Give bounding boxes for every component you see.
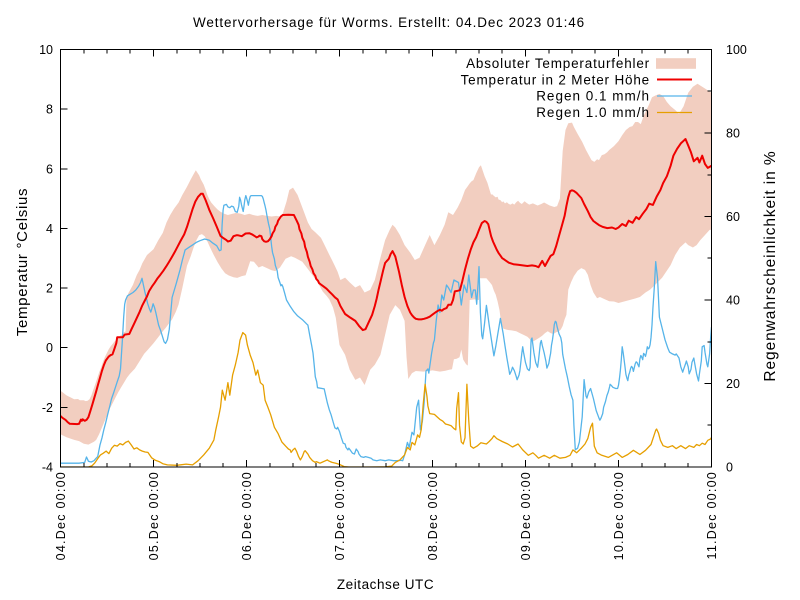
svg-text:Regenwahrscheinlichkeit in %: Regenwahrscheinlichkeit in % <box>762 150 779 381</box>
svg-text:60: 60 <box>726 210 740 224</box>
svg-text:Temperatur °Celsius: Temperatur °Celsius <box>14 188 31 337</box>
svg-text:05.Dec 00:00: 05.Dec 00:00 <box>147 471 161 560</box>
svg-text:6: 6 <box>46 162 53 176</box>
svg-text:04.Dec 00:00: 04.Dec 00:00 <box>54 471 68 560</box>
svg-text:8: 8 <box>46 103 53 117</box>
svg-text:10.Dec 00:00: 10.Dec 00:00 <box>612 471 626 560</box>
svg-text:06.Dec 00:00: 06.Dec 00:00 <box>240 471 254 560</box>
svg-text:-2: -2 <box>42 401 53 415</box>
svg-text:40: 40 <box>726 294 740 308</box>
svg-text:2: 2 <box>46 282 53 296</box>
svg-text:07.Dec 00:00: 07.Dec 00:00 <box>333 471 347 560</box>
svg-text:Wettervorhersage für Worms. Er: Wettervorhersage für Worms. Erstellt: 04… <box>193 15 585 30</box>
svg-text:Temperatur in 2 Meter Höhe: Temperatur in 2 Meter Höhe <box>461 72 650 87</box>
svg-text:0: 0 <box>46 341 53 355</box>
svg-text:Zeitachse UTC: Zeitachse UTC <box>337 577 434 592</box>
svg-text:20: 20 <box>726 377 740 391</box>
svg-text:Absoluter Temperaturfehler: Absoluter Temperaturfehler <box>466 56 650 71</box>
svg-text:-4: -4 <box>42 461 53 475</box>
svg-text:100: 100 <box>726 43 747 57</box>
svg-text:80: 80 <box>726 127 740 141</box>
svg-text:Regen 1.0 mm/h: Regen 1.0 mm/h <box>536 105 650 120</box>
svg-text:11.Dec 00:00: 11.Dec 00:00 <box>705 471 719 559</box>
svg-text:10: 10 <box>39 43 53 57</box>
svg-text:Regen 0.1 mm/h: Regen 0.1 mm/h <box>536 89 650 104</box>
svg-text:08.Dec 00:00: 08.Dec 00:00 <box>426 471 440 560</box>
svg-text:09.Dec 00:00: 09.Dec 00:00 <box>519 471 533 560</box>
svg-text:0: 0 <box>726 461 733 475</box>
svg-text:4: 4 <box>46 222 53 236</box>
